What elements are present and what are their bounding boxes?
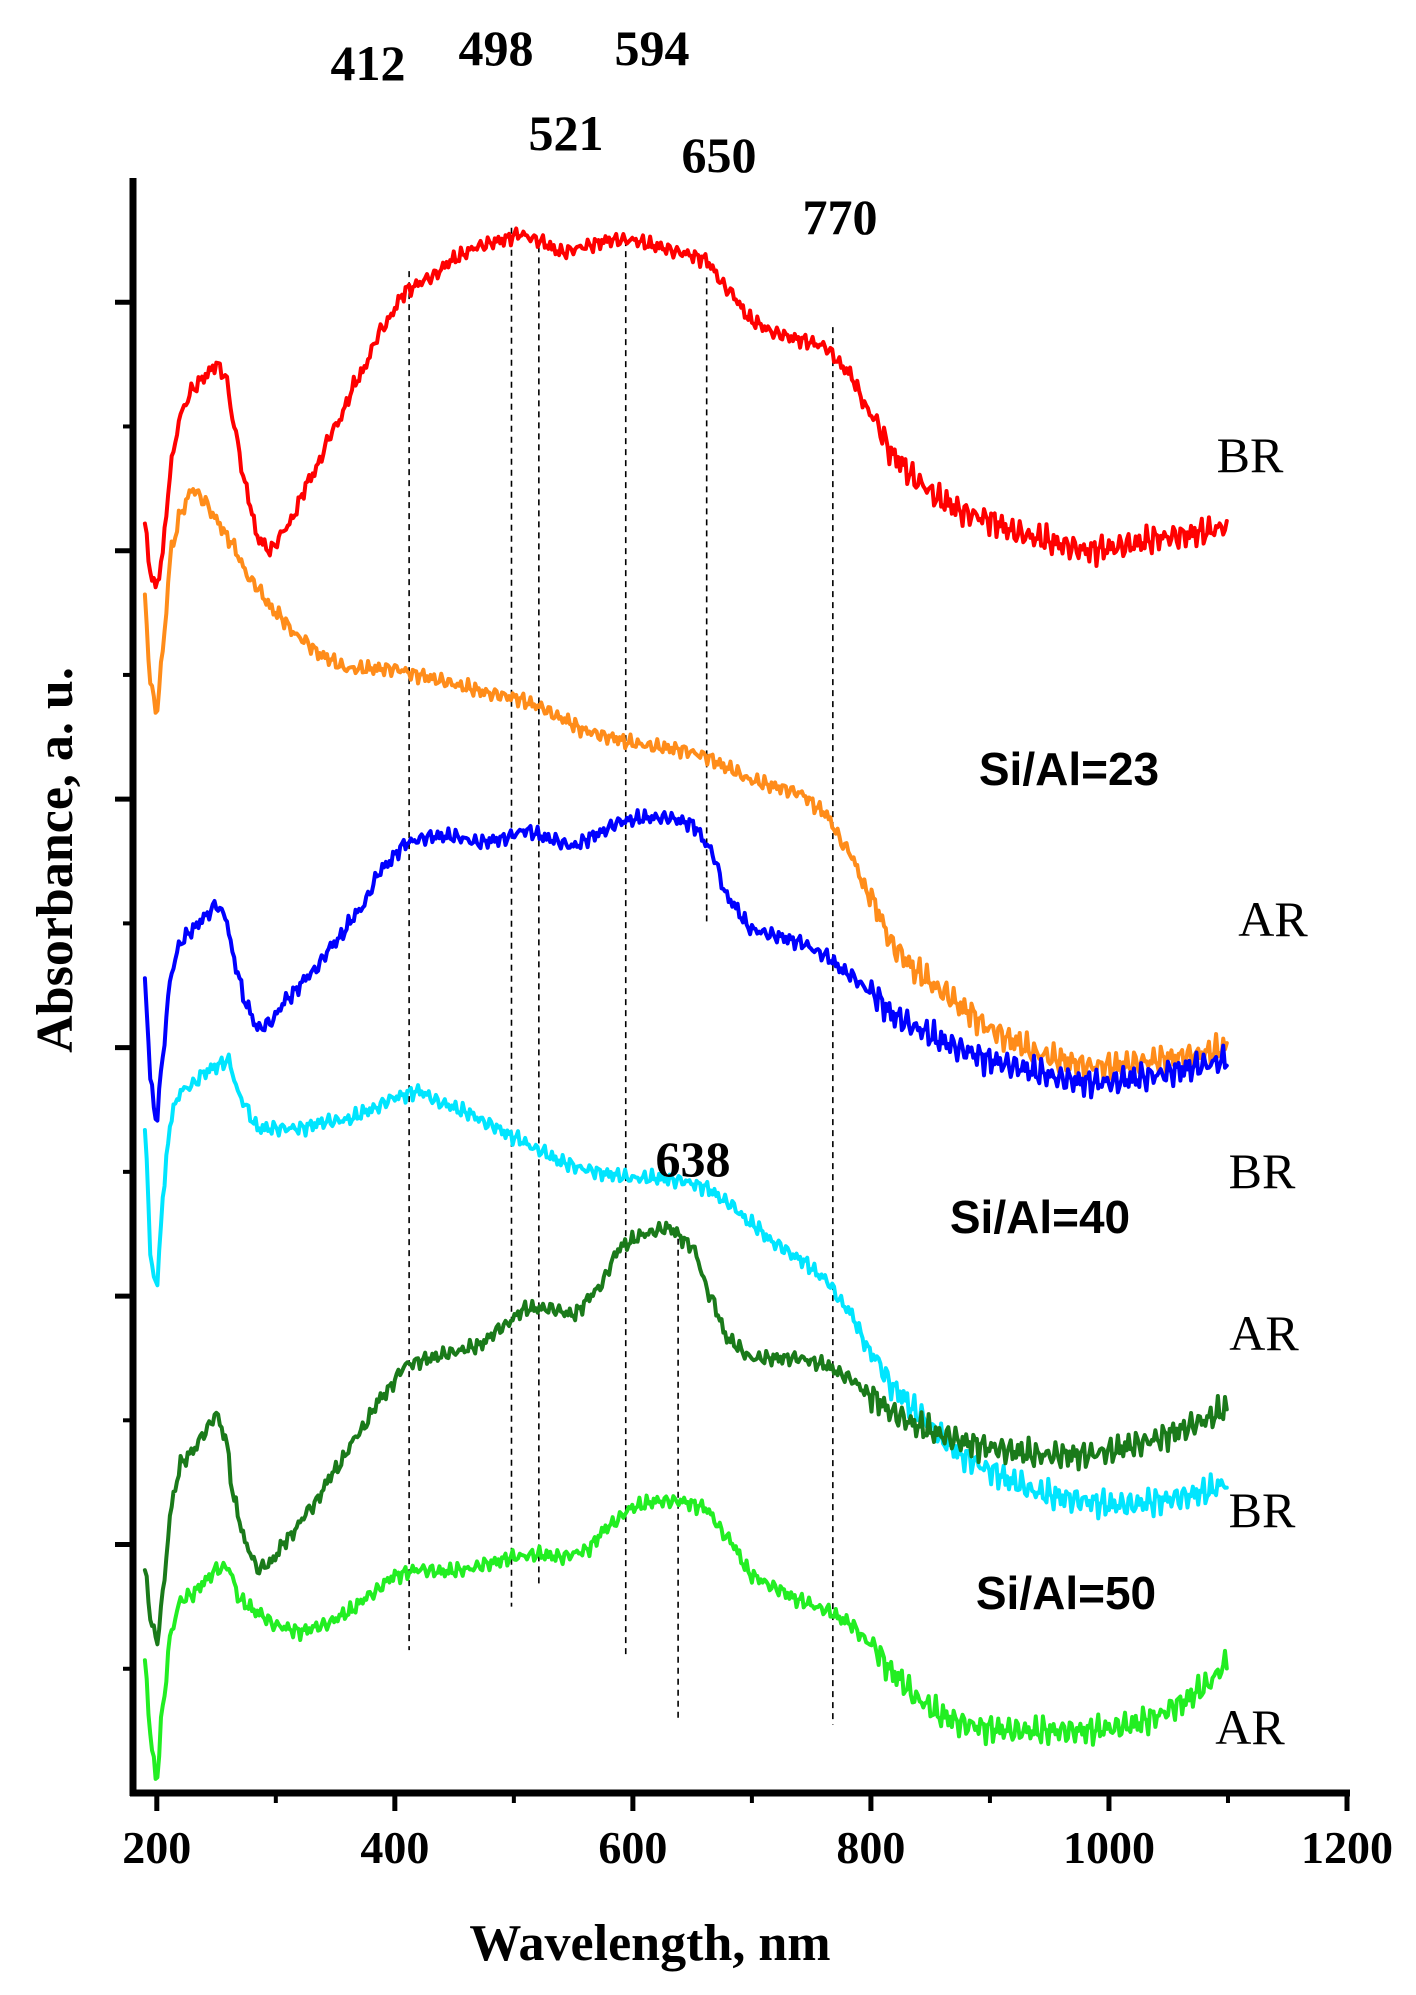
- series-label-23-br: BR: [1217, 427, 1284, 483]
- series-line-si-al-23-ar: [142, 487, 1229, 1083]
- peak-label-412: 412: [331, 35, 406, 91]
- series-lines: [142, 226, 1229, 1781]
- peak-label-498: 498: [459, 20, 534, 76]
- x-tick-label-1200: 1200: [1301, 1822, 1393, 1873]
- y-axis-title: Absorbance, a. u.: [27, 667, 84, 1053]
- group-label-si-al-50: Si/Al=50: [976, 1567, 1156, 1619]
- group-label-si-al-23: Si/Al=23: [979, 743, 1159, 795]
- peak-label-770: 770: [803, 189, 878, 245]
- series-line-si-al-40-ar: [142, 1052, 1229, 1521]
- series-line-si-al-40-br: [142, 808, 1229, 1123]
- series-line-si-al-23-br: [142, 226, 1229, 590]
- peak-label-521: 521: [529, 105, 604, 161]
- x-tick-label-1000: 1000: [1063, 1822, 1155, 1873]
- series-label-50-ar: AR: [1215, 1699, 1285, 1755]
- axes: 200 400 600 800 1000 1200: [115, 178, 1393, 1873]
- series-line-si-al-50-br: [142, 1220, 1229, 1647]
- peak-label-638: 638: [656, 1131, 731, 1187]
- series-label-40-br: BR: [1229, 1143, 1296, 1199]
- x-tick-label-400: 400: [360, 1822, 429, 1873]
- x-axis-ticks: 200 400 600 800 1000 1200: [122, 1793, 1393, 1873]
- x-tick-label-200: 200: [122, 1822, 191, 1873]
- x-tick-label-800: 800: [836, 1822, 905, 1873]
- peak-label-594: 594: [615, 20, 690, 76]
- series-line-si-al-50-ar: [142, 1493, 1229, 1781]
- x-axis-title: Wavelength, nm: [469, 1915, 830, 1972]
- series-label-40-ar: AR: [1229, 1305, 1299, 1361]
- peak-guide-lines: [408, 227, 834, 1725]
- series-label-50-br: BR: [1229, 1482, 1296, 1538]
- series-label-23-ar: AR: [1238, 891, 1308, 947]
- peak-label-650: 650: [682, 127, 757, 183]
- y-axis-ticks: [115, 299, 133, 1671]
- x-tick-label-600: 600: [598, 1822, 667, 1873]
- group-label-si-al-40: Si/Al=40: [950, 1191, 1130, 1243]
